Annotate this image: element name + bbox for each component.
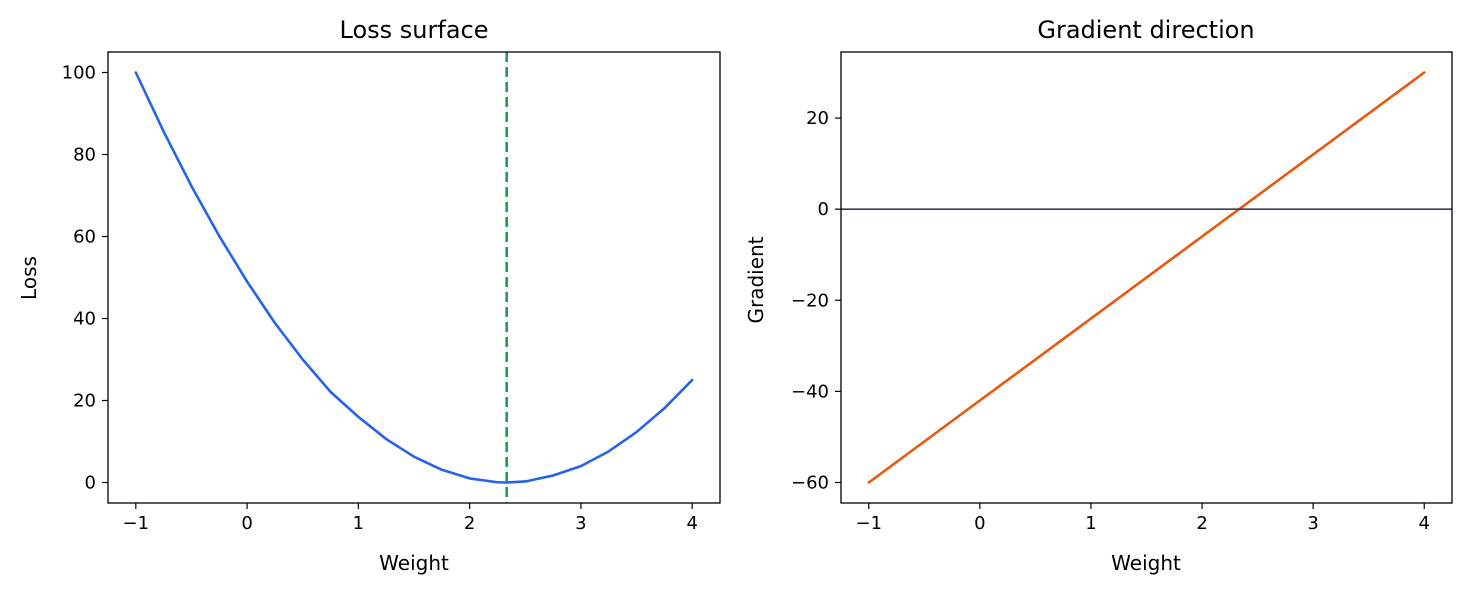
gradient-y-tick-label: −20: [791, 290, 829, 311]
loss-x-tick-label: 0: [241, 513, 252, 534]
gradient-x-tick-label: 4: [1419, 513, 1430, 534]
gradient-y-tick-label: −60: [791, 473, 829, 494]
gradient-x-tick-label: 3: [1307, 513, 1318, 534]
gradient-y-tick-label: 0: [818, 199, 829, 220]
loss-y-axis-label: Loss: [17, 256, 41, 300]
loss-plot-frame: [107, 51, 721, 504]
loss-x-tick-label: 3: [575, 513, 586, 534]
loss-series-line: [134, 71, 694, 484]
gradient-ticks-layer: −1 0 1 2 3 4 −60 −40 −20 0 20: [791, 108, 1430, 534]
loss-x-tick-label: −1: [123, 513, 150, 534]
gradient-series-line: [867, 71, 1426, 484]
gradient-y-tick-label: 20: [806, 108, 829, 129]
loss-y-tick-label: 100: [62, 63, 96, 84]
gradient-plot-frame: [840, 51, 1453, 504]
gradient-y-tick-label: −40: [791, 381, 829, 402]
loss-x-axis-label: Weight: [379, 551, 449, 575]
gradient-x-tick-label: 1: [1085, 513, 1096, 534]
gradient-x-tick-label: 2: [1196, 513, 1207, 534]
gradient-y-axis-label: Gradient: [744, 236, 768, 323]
loss-y-tick-label: 80: [73, 145, 96, 166]
loss-x-tick-label: 4: [686, 513, 697, 534]
gradient-chart-title: Gradient direction: [1037, 16, 1254, 44]
loss-x-tick-label: 2: [464, 513, 475, 534]
loss-y-tick-label: 60: [73, 227, 96, 248]
gradient-x-tick-label: 0: [974, 513, 985, 534]
loss-x-tick-label: 1: [353, 513, 364, 534]
loss-y-tick-label: 40: [73, 309, 96, 330]
chart-gradient-direction: −1 0 1 2 3 4 −60 −40 −20 0 20 Gradient direction W…: [744, 16, 1453, 575]
gradient-plot-layer: [841, 71, 1452, 484]
loss-y-tick-label: 0: [85, 473, 96, 494]
loss-chart-title: Loss surface: [340, 16, 489, 44]
loss-y-tick-label: 20: [73, 391, 96, 412]
gradient-x-tick-label: −1: [855, 513, 882, 534]
gradient-x-axis-label: Weight: [1111, 551, 1181, 575]
loss-plot-layer: [134, 52, 694, 503]
